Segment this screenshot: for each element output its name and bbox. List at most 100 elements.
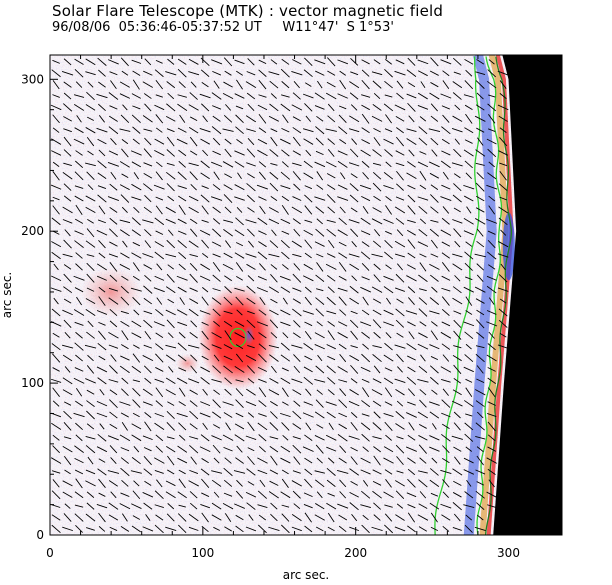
field-vector bbox=[475, 436, 486, 440]
field-vector bbox=[63, 81, 72, 88]
field-vector bbox=[155, 434, 164, 442]
field-vector bbox=[178, 160, 186, 168]
field-vector bbox=[338, 114, 347, 123]
field-vector bbox=[85, 104, 96, 111]
field-vector bbox=[303, 376, 314, 385]
field-vector bbox=[350, 421, 358, 431]
field-vector bbox=[144, 377, 152, 384]
field-vector bbox=[327, 457, 335, 464]
field-vector bbox=[291, 308, 302, 317]
field-vector bbox=[155, 343, 164, 351]
field-vector bbox=[407, 388, 416, 397]
field-vector bbox=[305, 149, 312, 157]
field-vector bbox=[235, 217, 244, 226]
field-vector bbox=[417, 343, 429, 350]
field-vector bbox=[488, 59, 495, 65]
field-vector bbox=[314, 514, 325, 521]
field-vector bbox=[430, 103, 438, 112]
field-vector bbox=[350, 173, 358, 179]
field-vector bbox=[339, 139, 347, 145]
field-vector bbox=[488, 114, 496, 124]
field-vector bbox=[178, 263, 186, 271]
field-vector bbox=[270, 274, 278, 283]
field-vector bbox=[475, 182, 485, 192]
field-vector bbox=[178, 367, 187, 372]
field-vector bbox=[304, 194, 313, 203]
field-vector bbox=[201, 458, 209, 464]
field-vector bbox=[351, 275, 357, 282]
field-vector bbox=[293, 228, 301, 237]
field-vector bbox=[407, 401, 416, 406]
field-vector bbox=[361, 309, 370, 316]
field-vector bbox=[362, 387, 370, 398]
field-vector bbox=[463, 218, 474, 225]
field-vector bbox=[453, 71, 461, 75]
field-vector bbox=[281, 422, 290, 431]
field-vector bbox=[165, 480, 176, 487]
field-vector bbox=[486, 457, 497, 464]
field-vector bbox=[304, 103, 313, 112]
field-vector bbox=[177, 171, 187, 180]
field-vector bbox=[188, 308, 199, 317]
field-vector bbox=[177, 342, 187, 351]
field-vector bbox=[63, 162, 72, 167]
field-vector bbox=[476, 446, 484, 453]
field-vector bbox=[199, 412, 211, 418]
field-vector bbox=[132, 353, 141, 363]
field-vector bbox=[417, 161, 429, 168]
field-vector bbox=[429, 310, 440, 315]
field-vector bbox=[337, 332, 348, 339]
field-vector bbox=[338, 252, 348, 259]
field-vector bbox=[338, 105, 347, 110]
field-vector bbox=[418, 423, 427, 429]
field-vector bbox=[235, 525, 244, 533]
field-vector bbox=[224, 173, 232, 179]
field-vector bbox=[199, 93, 211, 99]
field-vector bbox=[155, 171, 163, 181]
field-vector bbox=[211, 126, 222, 135]
field-vector bbox=[154, 490, 164, 500]
field-vector bbox=[395, 490, 405, 499]
field-vector bbox=[315, 228, 325, 237]
field-vector bbox=[108, 287, 118, 292]
field-vector bbox=[464, 160, 473, 169]
field-vector bbox=[281, 387, 289, 397]
field-vector bbox=[488, 195, 496, 202]
field-vector bbox=[131, 456, 141, 465]
field-vector bbox=[200, 194, 210, 203]
field-vector bbox=[51, 470, 61, 474]
field-vector bbox=[338, 514, 348, 521]
field-vector bbox=[315, 126, 325, 135]
field-vector bbox=[98, 239, 106, 249]
field-vector bbox=[143, 93, 152, 99]
field-vector bbox=[270, 502, 278, 510]
field-vector bbox=[199, 275, 211, 282]
field-vector bbox=[86, 502, 95, 510]
field-vector bbox=[212, 218, 221, 225]
field-vector bbox=[269, 377, 279, 384]
field-vector bbox=[292, 436, 301, 440]
field-vector bbox=[349, 128, 360, 133]
field-vector bbox=[178, 81, 186, 89]
field-vector bbox=[270, 196, 278, 202]
field-vector bbox=[394, 526, 406, 532]
field-vector bbox=[303, 172, 314, 180]
field-vector bbox=[373, 137, 381, 147]
field-vector bbox=[282, 401, 289, 406]
field-vector bbox=[155, 514, 164, 521]
field-vector bbox=[442, 354, 450, 362]
field-vector bbox=[488, 94, 496, 98]
field-vector bbox=[121, 388, 129, 397]
field-vector bbox=[223, 492, 233, 497]
field-vector bbox=[258, 241, 267, 248]
field-vector bbox=[178, 332, 186, 339]
field-vector bbox=[498, 115, 508, 122]
field-vector bbox=[177, 94, 187, 98]
field-vector bbox=[270, 264, 278, 270]
field-vector bbox=[236, 139, 243, 145]
field-vector bbox=[201, 512, 209, 523]
field-vector bbox=[292, 127, 302, 134]
field-vector bbox=[430, 115, 439, 122]
field-vector bbox=[108, 379, 119, 383]
field-vector bbox=[245, 491, 257, 498]
